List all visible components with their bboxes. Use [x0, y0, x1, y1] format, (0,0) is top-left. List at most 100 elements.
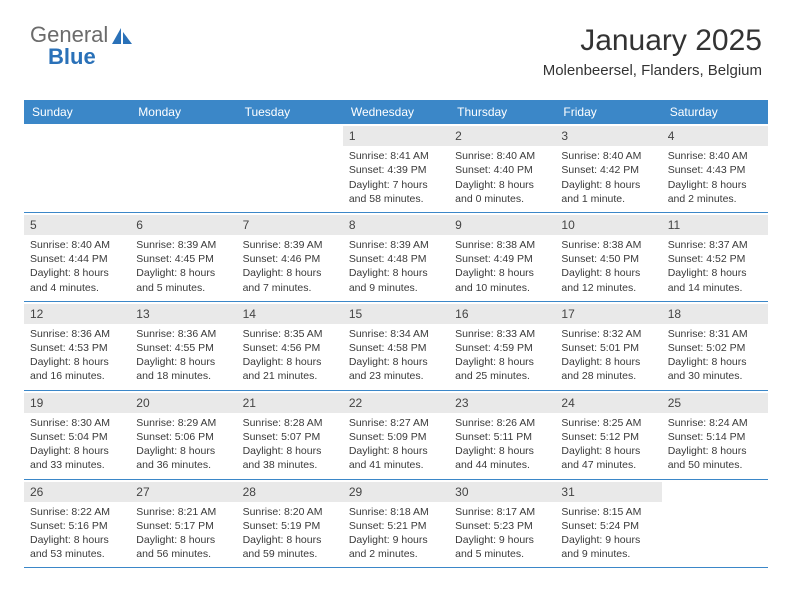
sunrise-text: Sunrise: 8:31 AM: [668, 327, 762, 341]
day-number: 15: [343, 304, 449, 324]
daylight-text: Daylight: 8 hours and 18 minutes.: [136, 355, 230, 383]
day-header: Wednesday: [343, 100, 449, 124]
day-number: 30: [449, 482, 555, 502]
page-title: January 2025: [543, 24, 762, 58]
daylight-text: Daylight: 8 hours and 47 minutes.: [561, 444, 655, 472]
sunset-text: Sunset: 5:06 PM: [136, 430, 230, 444]
daylight-text: Daylight: 8 hours and 56 minutes.: [136, 533, 230, 561]
sunrise-text: Sunrise: 8:41 AM: [349, 149, 443, 163]
brand-part2: Blue: [48, 44, 96, 70]
day-header-row: Sunday Monday Tuesday Wednesday Thursday…: [24, 100, 768, 124]
sunset-text: Sunset: 5:16 PM: [30, 519, 124, 533]
day-number: 12: [24, 304, 130, 324]
day-number: 16: [449, 304, 555, 324]
sunset-text: Sunset: 5:14 PM: [668, 430, 762, 444]
sunrise-text: Sunrise: 8:21 AM: [136, 505, 230, 519]
calendar-grid: Sunday Monday Tuesday Wednesday Thursday…: [24, 100, 768, 568]
day-cell: 17Sunrise: 8:32 AMSunset: 5:01 PMDayligh…: [555, 302, 661, 390]
location-text: Molenbeersel, Flanders, Belgium: [543, 62, 762, 79]
day-cell: 19Sunrise: 8:30 AMSunset: 5:04 PMDayligh…: [24, 391, 130, 479]
day-number: 26: [24, 482, 130, 502]
sunrise-text: Sunrise: 8:17 AM: [455, 505, 549, 519]
day-number: 3: [555, 126, 661, 146]
sunset-text: Sunset: 5:04 PM: [30, 430, 124, 444]
daylight-text: Daylight: 8 hours and 59 minutes.: [243, 533, 337, 561]
daylight-text: Daylight: 8 hours and 38 minutes.: [243, 444, 337, 472]
sunrise-text: Sunrise: 8:38 AM: [455, 238, 549, 252]
daylight-text: Daylight: 8 hours and 23 minutes.: [349, 355, 443, 383]
sunset-text: Sunset: 4:53 PM: [30, 341, 124, 355]
sunset-text: Sunset: 5:24 PM: [561, 519, 655, 533]
week-row: 19Sunrise: 8:30 AMSunset: 5:04 PMDayligh…: [24, 391, 768, 480]
sunset-text: Sunset: 4:46 PM: [243, 252, 337, 266]
day-cell: 15Sunrise: 8:34 AMSunset: 4:58 PMDayligh…: [343, 302, 449, 390]
day-header: Sunday: [24, 100, 130, 124]
day-number: 4: [662, 126, 768, 146]
day-header: Saturday: [662, 100, 768, 124]
week-row: 26Sunrise: 8:22 AMSunset: 5:16 PMDayligh…: [24, 480, 768, 569]
sunset-text: Sunset: 4:43 PM: [668, 163, 762, 177]
day-cell: 24Sunrise: 8:25 AMSunset: 5:12 PMDayligh…: [555, 391, 661, 479]
daylight-text: Daylight: 8 hours and 53 minutes.: [30, 533, 124, 561]
day-cell: 4 Sunrise: 8:40 AMSunset: 4:43 PMDaylight…: [662, 124, 768, 212]
day-number: 31: [555, 482, 661, 502]
sunrise-text: Sunrise: 8:33 AM: [455, 327, 549, 341]
sunset-text: Sunset: 4:44 PM: [30, 252, 124, 266]
day-number: 28: [237, 482, 343, 502]
day-number: 18: [662, 304, 768, 324]
sunrise-text: Sunrise: 8:40 AM: [668, 149, 762, 163]
sunrise-text: Sunrise: 8:34 AM: [349, 327, 443, 341]
day-number: 20: [130, 393, 236, 413]
sunrise-text: Sunrise: 8:38 AM: [561, 238, 655, 252]
sunrise-text: Sunrise: 8:36 AM: [30, 327, 124, 341]
sunset-text: Sunset: 4:42 PM: [561, 163, 655, 177]
day-number: 1: [343, 126, 449, 146]
day-cell: 25Sunrise: 8:24 AMSunset: 5:14 PMDayligh…: [662, 391, 768, 479]
daylight-text: Daylight: 8 hours and 2 minutes.: [668, 178, 762, 206]
daylight-text: Daylight: 8 hours and 0 minutes.: [455, 178, 549, 206]
daylight-text: Daylight: 8 hours and 33 minutes.: [30, 444, 124, 472]
sunrise-text: Sunrise: 8:29 AM: [136, 416, 230, 430]
daylight-text: Daylight: 8 hours and 21 minutes.: [243, 355, 337, 383]
day-cell: 22Sunrise: 8:27 AMSunset: 5:09 PMDayligh…: [343, 391, 449, 479]
day-cell: [237, 124, 343, 212]
daylight-text: Daylight: 9 hours and 5 minutes.: [455, 533, 549, 561]
day-number: 10: [555, 215, 661, 235]
day-number: 27: [130, 482, 236, 502]
daylight-text: Daylight: 8 hours and 41 minutes.: [349, 444, 443, 472]
sunset-text: Sunset: 4:55 PM: [136, 341, 230, 355]
sunset-text: Sunset: 5:12 PM: [561, 430, 655, 444]
day-number: 17: [555, 304, 661, 324]
sunrise-text: Sunrise: 8:35 AM: [243, 327, 337, 341]
day-number: 29: [343, 482, 449, 502]
day-number: 24: [555, 393, 661, 413]
sunrise-text: Sunrise: 8:26 AM: [455, 416, 549, 430]
day-cell: 21Sunrise: 8:28 AMSunset: 5:07 PMDayligh…: [237, 391, 343, 479]
sunrise-text: Sunrise: 8:20 AM: [243, 505, 337, 519]
sunrise-text: Sunrise: 8:22 AM: [30, 505, 124, 519]
day-number: 14: [237, 304, 343, 324]
daylight-text: Daylight: 8 hours and 44 minutes.: [455, 444, 549, 472]
sunrise-text: Sunrise: 8:37 AM: [668, 238, 762, 252]
day-number: 5: [24, 215, 130, 235]
day-cell: 14Sunrise: 8:35 AMSunset: 4:56 PMDayligh…: [237, 302, 343, 390]
sunset-text: Sunset: 5:09 PM: [349, 430, 443, 444]
sunrise-text: Sunrise: 8:36 AM: [136, 327, 230, 341]
day-cell: 16Sunrise: 8:33 AMSunset: 4:59 PMDayligh…: [449, 302, 555, 390]
daylight-text: Daylight: 8 hours and 12 minutes.: [561, 266, 655, 294]
sunrise-text: Sunrise: 8:15 AM: [561, 505, 655, 519]
day-cell: 23Sunrise: 8:26 AMSunset: 5:11 PMDayligh…: [449, 391, 555, 479]
day-cell: 3Sunrise: 8:40 AMSunset: 4:42 PMDaylight…: [555, 124, 661, 212]
sunrise-text: Sunrise: 8:24 AM: [668, 416, 762, 430]
day-cell: 27Sunrise: 8:21 AMSunset: 5:17 PMDayligh…: [130, 480, 236, 568]
week-row: 1Sunrise: 8:41 AMSunset: 4:39 PMDaylight…: [24, 124, 768, 213]
day-header: Thursday: [449, 100, 555, 124]
day-number: 13: [130, 304, 236, 324]
daylight-text: Daylight: 8 hours and 9 minutes.: [349, 266, 443, 294]
daylight-text: Daylight: 8 hours and 14 minutes.: [668, 266, 762, 294]
day-cell: 31Sunrise: 8:15 AMSunset: 5:24 PMDayligh…: [555, 480, 661, 568]
day-header: Tuesday: [237, 100, 343, 124]
sunset-text: Sunset: 5:21 PM: [349, 519, 443, 533]
day-cell: 9Sunrise: 8:38 AMSunset: 4:49 PMDaylight…: [449, 213, 555, 301]
sunset-text: Sunset: 4:40 PM: [455, 163, 549, 177]
